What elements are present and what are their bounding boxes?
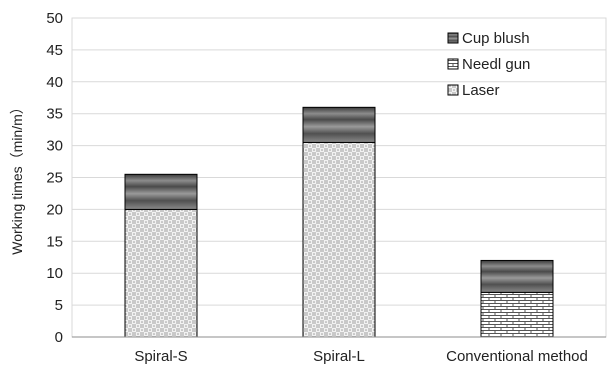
legend-label: Laser — [462, 82, 500, 99]
y-tick-label: 0 — [55, 329, 63, 346]
y-tick-label: 35 — [46, 106, 63, 123]
bar-segment-laser — [302, 141, 376, 338]
y-tick-label: 5 — [55, 297, 63, 314]
legend-swatch — [447, 58, 459, 70]
y-tick-label: 50 — [46, 10, 63, 27]
bars — [124, 106, 554, 338]
y-tick-label: 20 — [46, 201, 63, 218]
legend-label: Needl gun — [462, 56, 530, 73]
x-tick-label: Spiral-S — [134, 348, 187, 365]
legend-label: Cup blush — [462, 30, 530, 47]
y-tick-label: 30 — [46, 138, 63, 155]
axes: 0 5 10 15 20 25 30 35 40 45 50 Working times（min/m）… — [9, 10, 606, 365]
bar-segment-cup-blush — [302, 106, 376, 143]
y-axis-title: Working times（min/m） — [9, 100, 25, 255]
y-tick-label: 25 — [46, 170, 63, 187]
y-tick-label: 45 — [46, 42, 63, 59]
legend-swatch — [447, 84, 459, 96]
y-tick-label: 10 — [46, 265, 63, 282]
x-tick-label: Spiral-L — [313, 348, 365, 365]
y-tick-label: 15 — [46, 233, 63, 250]
bar-segment-cup-blush — [480, 259, 554, 293]
x-tick-label: Conventional method — [446, 348, 588, 365]
legend: Cup blush Needl gun Laser — [447, 30, 530, 99]
bar-segment-cup-blush — [124, 173, 198, 210]
bar-segment-needl-gun — [480, 291, 554, 338]
legend-swatch — [447, 32, 459, 44]
y-tick-label: 40 — [46, 74, 63, 91]
bar-segment-laser — [124, 208, 198, 338]
